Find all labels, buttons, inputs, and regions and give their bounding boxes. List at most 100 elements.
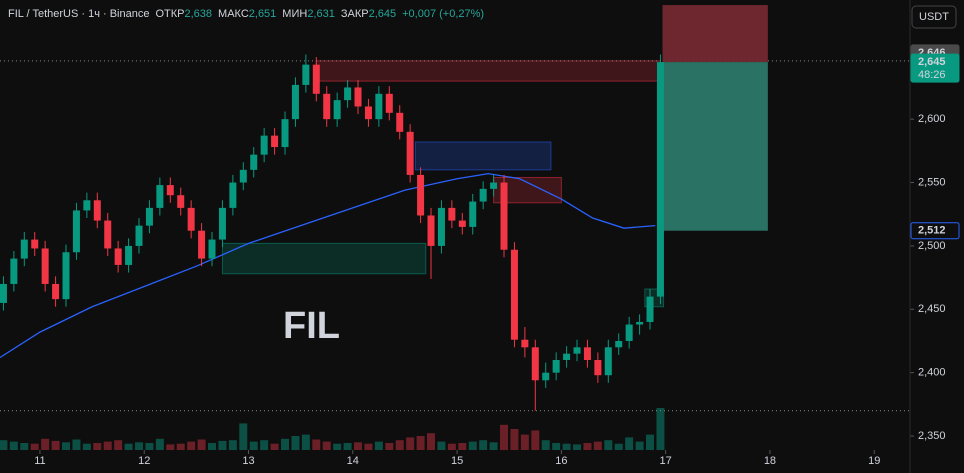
- volume-bar: [187, 441, 196, 450]
- candle-body: [177, 195, 185, 208]
- watermark: FIL: [283, 305, 340, 347]
- candle-body: [302, 64, 310, 85]
- volume-bar: [437, 441, 446, 450]
- candle-body: [10, 258, 18, 284]
- price-label: 2,512: [918, 225, 946, 237]
- volume-bar: [270, 443, 279, 450]
- candle-body: [229, 182, 237, 208]
- candle-body: [636, 321, 644, 325]
- volume-bar: [343, 443, 352, 450]
- ohlc-value: 2,651: [249, 8, 277, 20]
- volume-bar: [489, 442, 498, 450]
- candle-body: [552, 360, 560, 373]
- candle-body: [281, 119, 289, 148]
- volume-bar: [552, 443, 561, 450]
- ohlc-name: ЗАКР: [341, 8, 369, 20]
- x-tick-label: 16: [555, 455, 567, 467]
- candle-body: [208, 239, 216, 259]
- candle-body: [646, 296, 654, 322]
- volume-bar: [583, 443, 592, 450]
- volume-bar: [354, 442, 363, 450]
- candle-body: [166, 185, 174, 196]
- candle-body: [542, 372, 550, 381]
- x-tick-label: 19: [868, 455, 880, 467]
- candle-body: [364, 106, 372, 120]
- volume-bar: [281, 438, 290, 450]
- volume-bar: [364, 443, 373, 450]
- candle-body: [490, 182, 498, 189]
- volume-bar: [218, 440, 227, 450]
- volume-bar: [312, 439, 321, 450]
- candle-body: [448, 207, 456, 221]
- candle-body: [333, 100, 341, 120]
- x-tick-label: 17: [660, 455, 672, 467]
- volume-bar: [228, 440, 237, 450]
- volume-bar: [260, 440, 269, 450]
- volume-bar: [562, 443, 571, 450]
- price-zone: [315, 60, 661, 82]
- symbol: FIL / TetherUS · 1ч · Binance: [8, 8, 149, 20]
- price-label-box: [910, 222, 960, 240]
- candle-body: [594, 360, 602, 376]
- y-tick-label: 2,550: [918, 176, 946, 188]
- volume-bar: [520, 434, 529, 450]
- volume-bar: [176, 443, 185, 450]
- candle-body: [500, 182, 508, 250]
- stop-zone: [662, 5, 768, 63]
- volume-bar: [208, 443, 217, 450]
- volume-bar: [541, 440, 550, 450]
- price-zone: [221, 242, 427, 275]
- volume-bar: [30, 443, 39, 450]
- volume-bar: [510, 429, 519, 450]
- target-zone: [662, 62, 768, 231]
- volume-bar: [197, 439, 206, 450]
- ohlc-name: ОТКР: [155, 8, 184, 20]
- volume-bar: [155, 438, 164, 450]
- x-tick-label: 15: [451, 455, 463, 467]
- volume-bar: [468, 441, 477, 450]
- candle-body: [271, 135, 279, 148]
- candle-body: [396, 112, 404, 132]
- candle-body: [458, 220, 466, 227]
- volume-bar: [573, 444, 582, 450]
- volume-bar: [416, 436, 425, 450]
- candle-body: [20, 239, 28, 259]
- candle-body: [427, 215, 435, 246]
- ohlc-name: МИН: [282, 8, 307, 20]
- candle-body: [104, 220, 112, 249]
- y-tick-label: 2,450: [918, 303, 946, 315]
- candle-body: [406, 131, 414, 175]
- volume-bar: [145, 443, 154, 450]
- volume-bar: [93, 443, 102, 450]
- candle-body: [531, 347, 539, 381]
- volume-bar: [604, 440, 613, 450]
- volume-bar: [301, 434, 310, 450]
- candle-body: [344, 87, 352, 101]
- y-tick-label: 2,500: [918, 240, 946, 252]
- currency-button[interactable]: [911, 5, 957, 29]
- candle-body: [479, 188, 487, 202]
- volume-bar: [239, 423, 248, 450]
- candle-body: [83, 200, 91, 211]
- currency-label[interactable]: USDT: [919, 11, 949, 23]
- volume-bar: [0, 440, 8, 450]
- volume-bar: [51, 440, 60, 450]
- candle-body: [312, 64, 320, 94]
- volume-bar: [385, 443, 394, 450]
- volume-bar: [458, 443, 467, 450]
- volume-bar: [500, 424, 509, 450]
- volume-bar: [9, 441, 18, 450]
- volume-bar: [479, 440, 488, 450]
- x-tick-label: 11: [34, 455, 45, 467]
- candle-body: [510, 249, 518, 340]
- y-tick-label: 2,600: [918, 113, 946, 125]
- volume-bar: [656, 408, 665, 450]
- change: +0,007 (+0,27%): [402, 8, 484, 20]
- price-zone: [414, 141, 552, 171]
- countdown: 48:26: [918, 69, 946, 81]
- candle-body: [239, 169, 247, 183]
- candle-body: [260, 135, 268, 155]
- volume-bar: [614, 443, 623, 450]
